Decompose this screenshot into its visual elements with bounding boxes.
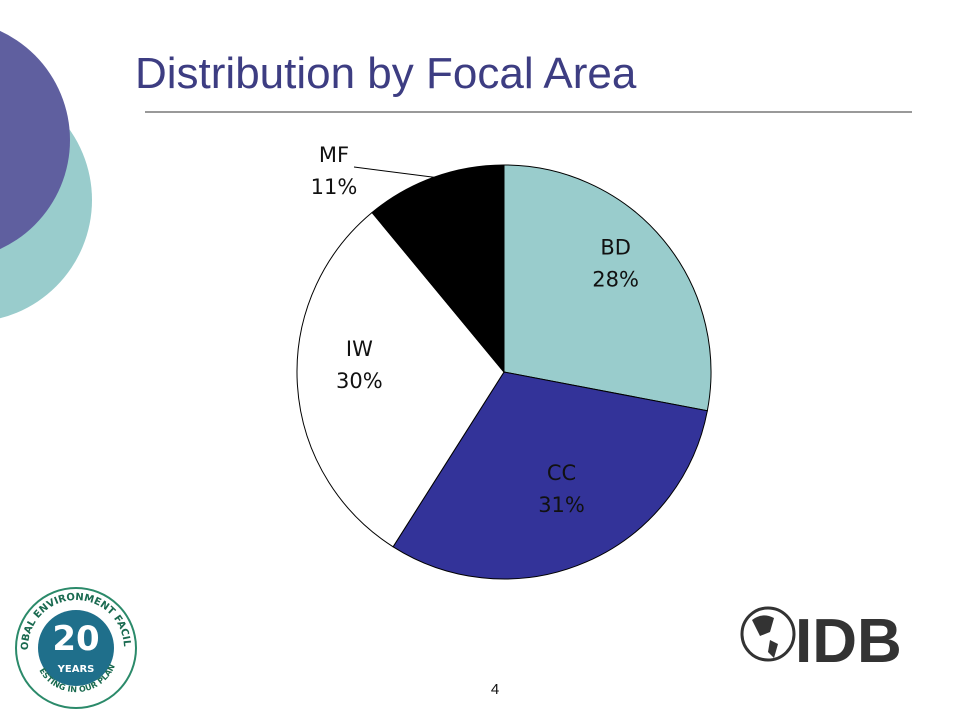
leader-line [353,166,434,178]
pie-slice [503,164,712,412]
pie: BD 28% CC 31% IW 30% MF 11% [296,143,712,580]
slice-label: IW [346,337,373,361]
slice-value: 30% [336,369,383,393]
pie-slice [296,211,505,548]
slice-label: CC [547,461,576,485]
slice-value: 11% [311,175,358,199]
decor-circle [0,30,70,250]
idb-text: IDB [795,607,902,676]
slice-label: MF [319,143,349,167]
gef-number: 20 [52,619,99,659]
page-number: 4 [491,681,499,698]
slice-value: 31% [538,493,585,517]
gef-years: YEARS [57,664,95,675]
slice-label: BD [600,236,631,260]
idb-logo: IDB [740,606,902,676]
slice-value: 28% [592,268,639,292]
title: Distribution by Focal Area [135,49,637,98]
